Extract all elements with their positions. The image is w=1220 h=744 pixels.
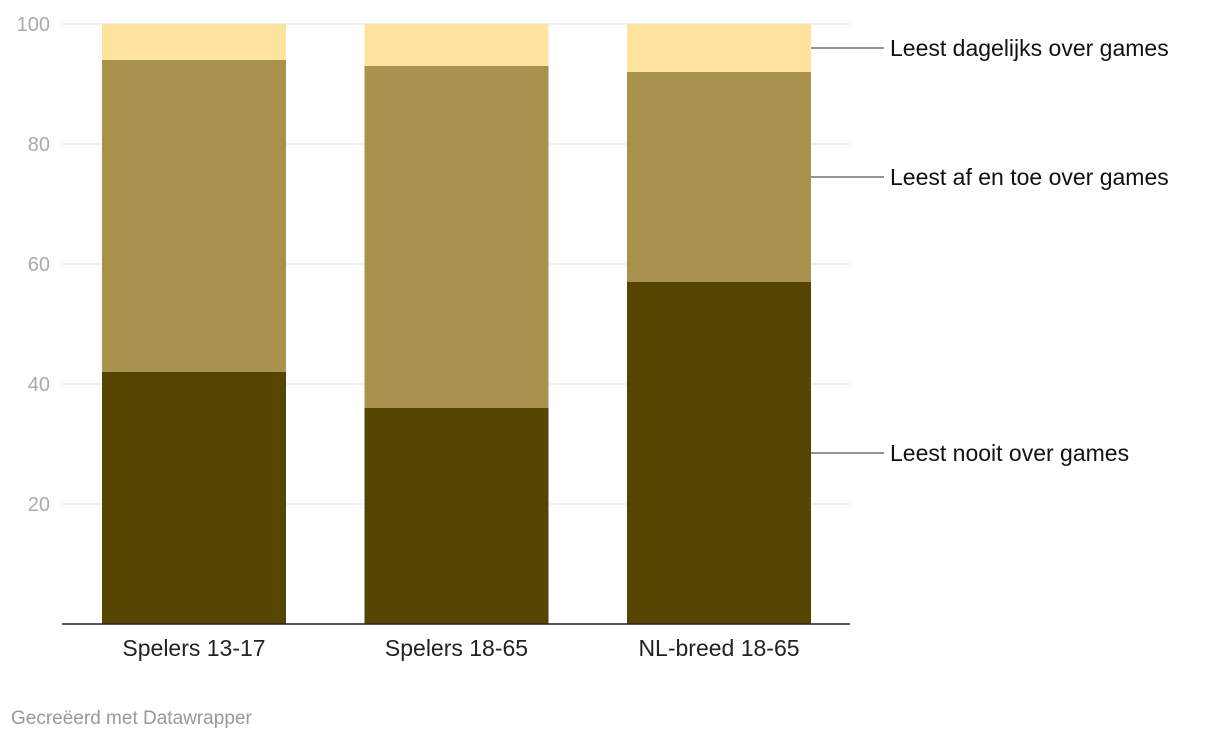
y-tick-label-100: 100 — [17, 14, 50, 36]
legend: Leest nooit over games Leest af en toe ov… — [811, 35, 1169, 466]
stacked-bar-chart: 20 40 60 80 100 Spelers 13-17 Spelers 18-65 NL… — [17, 14, 1169, 661]
y-tick-label-40: 40 — [28, 374, 50, 396]
bar-segment-2-3 — [364, 24, 549, 66]
legend-label-1: Leest nooit over games — [890, 440, 1129, 466]
bar-segment-1-2 — [102, 60, 286, 372]
bar-segment-3-1 — [627, 282, 811, 624]
legend-label-2: Leest af en toe over games — [890, 164, 1169, 190]
bar-segment-1-1 — [102, 372, 286, 624]
bar-segment-2-2 — [364, 66, 549, 408]
y-tick-label-20: 20 — [28, 494, 50, 516]
x-axis-labels: Spelers 13-17 Spelers 18-65 NL-breed 18-65 — [122, 635, 799, 661]
bar-segment-2-1 — [364, 408, 549, 624]
y-tick-label-60: 60 — [28, 254, 50, 276]
bar-segment-1-3 — [102, 24, 286, 60]
x-category-label-3: NL-breed 18-65 — [638, 635, 799, 661]
bars — [102, 24, 811, 624]
y-tick-label-80: 80 — [28, 134, 50, 156]
x-category-label-2: Spelers 18-65 — [385, 635, 528, 661]
legend-label-3: Leest dagelijks over games — [890, 35, 1169, 61]
credit-text: Gecreëerd met Datawrapper — [11, 708, 252, 729]
x-category-label-1: Spelers 13-17 — [122, 635, 265, 661]
bar-segment-3-2 — [627, 72, 811, 282]
y-axis-ticks: 20 40 60 80 100 — [17, 14, 50, 516]
bar-segment-3-3 — [627, 24, 811, 72]
